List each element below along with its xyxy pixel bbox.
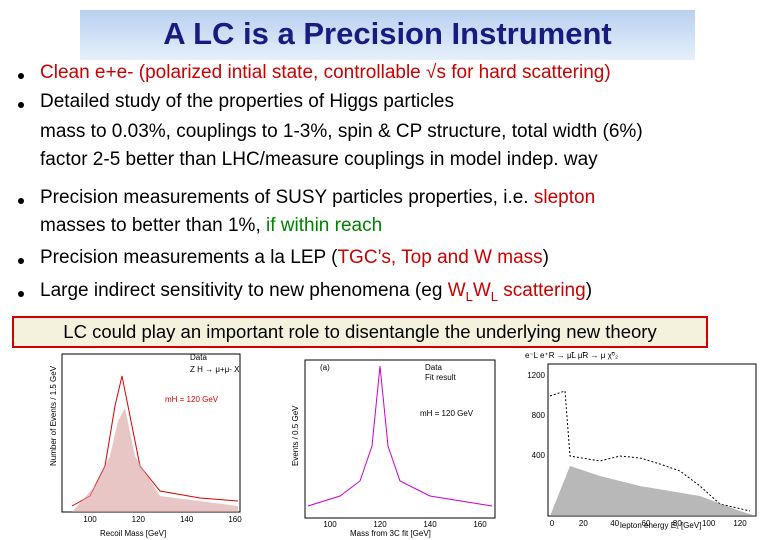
legend: Data	[425, 363, 442, 372]
formula: e⁻L e⁺R → μ̃L μ̃R → μ χ̃⁰₂	[525, 351, 618, 360]
bullet-line: Precision measurements a la LEP (TGC’s, …	[40, 247, 549, 269]
text-run: if within reach	[266, 215, 383, 236]
y-label: Number of Events / 1.5 GeV	[49, 365, 58, 466]
note: mH = 120 GeV	[165, 395, 219, 404]
plots: Data Z H → μ+μ- X mH = 120 GeV Number of…	[49, 351, 757, 538]
y-label: Events / 0.5 GeV	[291, 405, 300, 466]
text-run: )	[542, 247, 549, 268]
text-run: scattering	[498, 280, 586, 301]
text-run: slepton	[533, 187, 596, 208]
x-tick-label: 60	[642, 519, 651, 528]
bullet-line: mass to 0.03%, couplings to 1-3%, spin &…	[40, 121, 643, 143]
text-run: Detailed study of the properties of Higg…	[40, 91, 454, 112]
text-run: Precision measurements of SUSY particles…	[40, 187, 534, 208]
x-tick-label: 0	[550, 519, 555, 528]
text-run: Precision measurements a la LEP (	[40, 247, 338, 268]
x-tick-label: 140	[423, 520, 437, 529]
text-run: W	[447, 280, 466, 301]
text-run: Large indirect sensitivity to new phenom…	[40, 280, 448, 301]
x-tick-label: 100	[83, 515, 97, 524]
x-label: Mass from 3C fit [GeV]	[350, 529, 431, 538]
panel-label: (a)	[320, 363, 330, 372]
x-tick-label: 80	[673, 519, 682, 528]
bullet-line: factor 2-5 better than LHC/measure coupl…	[40, 149, 598, 171]
plot-curve	[307, 365, 493, 507]
plot-frame	[304, 359, 496, 519]
x-tick-label: 20	[579, 519, 588, 528]
bullet-line: masses to better than 1%, if within reac…	[40, 215, 382, 237]
bullet-dot	[18, 73, 24, 79]
y-tick-label: 400	[532, 451, 546, 460]
text-run: TGC’s, Top and W mass	[337, 247, 543, 268]
x-label: lepton energy E₁ [GeV]	[620, 521, 701, 530]
x-tick-label: 100	[323, 520, 337, 529]
legend: Fit result	[425, 373, 456, 382]
text-run: masses to better than 1%,	[40, 215, 267, 236]
bullet-line: Precision measurements of SUSY particles…	[40, 187, 595, 209]
bullet-line: Detailed study of the properties of Higg…	[40, 91, 454, 113]
x-tick-label: 120	[733, 519, 747, 528]
plot-fill	[72, 408, 238, 512]
highlight-box: LC could play an important role to disen…	[12, 316, 708, 348]
x-label: Recoil Mass [GeV]	[100, 529, 166, 538]
text-run: Clean e+e- (polarized intial state, cont…	[40, 62, 611, 83]
legend: Data	[190, 353, 207, 362]
title-banner	[80, 10, 695, 60]
text-run: L	[490, 288, 499, 304]
bullet-line: Clean e+e- (polarized intial state, cont…	[40, 62, 611, 84]
slide-title: A LC is a Precision Instrument	[163, 16, 612, 51]
x-tick-label: 40	[610, 519, 619, 528]
x-tick-label: 160	[473, 520, 487, 529]
x-tick-label: 120	[132, 515, 146, 524]
text-run: L	[465, 288, 473, 304]
bullet-line: Large indirect sensitivity to new phenom…	[40, 280, 592, 304]
text-run: mass to 0.03%, couplings to 1-3%, spin &…	[40, 121, 643, 142]
bullet-dot	[18, 258, 24, 264]
bullet-dot	[18, 102, 24, 108]
x-tick-label: 160	[228, 515, 242, 524]
x-tick-label: 140	[180, 515, 194, 524]
x-tick-label: 120	[373, 520, 387, 529]
text-run: W	[472, 280, 491, 301]
text-run: factor 2-5 better than LHC/measure coupl…	[40, 149, 598, 170]
note: mH = 120 GeV	[420, 409, 474, 418]
plot-fill	[550, 466, 756, 516]
bullet-dot	[18, 198, 24, 204]
legend: Z H → μ+μ- X	[190, 365, 240, 374]
bullet-dot	[18, 291, 24, 297]
x-tick-label: 100	[702, 519, 716, 528]
plot-curve	[549, 390, 751, 512]
y-tick-label: 800	[532, 411, 546, 420]
y-tick-label: 1200	[527, 371, 545, 380]
text-run: )	[585, 280, 593, 301]
